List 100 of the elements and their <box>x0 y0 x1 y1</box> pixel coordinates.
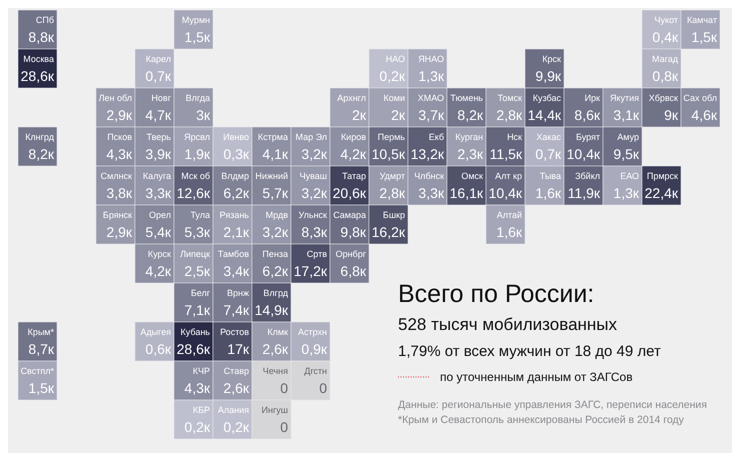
text: 1,79% от всех мужчин от 18 до 49 лет <box>398 343 662 360</box>
category-label: КБР <box>192 405 210 415</box>
data-label: 3,3к <box>145 185 172 201</box>
data-label: 0,4к <box>652 29 679 45</box>
data-label: 0,6к <box>145 341 172 357</box>
data-label: 4,3к <box>184 380 211 396</box>
data-label: 28,6к <box>176 341 211 357</box>
data-label: 5,7к <box>262 185 289 201</box>
category-label: Пермь <box>378 132 406 142</box>
data-label: 0,7к <box>535 146 562 162</box>
category-label: Самара <box>333 210 366 220</box>
category-label: Псков <box>107 132 132 142</box>
data-label: 7,4к <box>223 302 250 318</box>
data-label: 2к <box>352 107 367 123</box>
category-label: Влгда <box>186 93 210 103</box>
data-label: 3,2к <box>262 224 289 240</box>
category-label: ХМАО <box>418 93 444 103</box>
text: 528 тысяч мобилизованных <box>398 315 618 335</box>
data-label: 1,5к <box>28 380 55 396</box>
category-label: Члбнск <box>414 171 444 181</box>
data-label: 0,2к <box>379 68 406 84</box>
data-label: 8,7к <box>28 341 55 357</box>
data-label: 0 <box>319 380 328 396</box>
category-label: Ингуш <box>262 405 288 415</box>
data-label: 4,7к <box>145 107 172 123</box>
data-label: 9,8к <box>340 224 367 240</box>
data-label: 12,6к <box>176 185 211 201</box>
data-label: 4,6к <box>691 107 718 123</box>
category-label: Мурмн <box>182 15 210 25</box>
category-label: Удмрт <box>380 171 405 181</box>
category-label: Орнбрг <box>336 249 367 259</box>
text: Всего по России: <box>398 280 596 309</box>
data-label: 28,6к <box>20 68 55 84</box>
data-label: 10,4к <box>488 185 523 201</box>
data-label: 9,9к <box>535 68 562 84</box>
data-label: 7,1к <box>184 302 211 318</box>
data-label: 3,3к <box>418 185 445 201</box>
data-label: 14,9к <box>254 302 289 318</box>
category-label: Кстрма <box>258 132 288 142</box>
data-label: 1,5к <box>691 29 718 45</box>
category-label: Мск об <box>181 171 210 181</box>
data-label: 4,3к <box>106 146 133 162</box>
category-label: Крск <box>542 54 562 64</box>
data-label: 9к <box>664 107 679 123</box>
data-label: 2,9к <box>106 224 133 240</box>
category-label: Хбрвск <box>648 93 678 103</box>
data-label: 3,2к <box>301 185 328 201</box>
category-label: Нск <box>507 132 522 142</box>
data-label: 3,8к <box>106 185 133 201</box>
category-label: Ирк <box>584 93 600 103</box>
data-label: 1,3к <box>418 68 445 84</box>
data-label: 1,9к <box>184 146 211 162</box>
data-label: 10,5к <box>372 146 406 162</box>
category-label: Дгстн <box>304 366 328 376</box>
data-label: 4,2к <box>340 146 367 162</box>
category-label: Рязань <box>220 210 250 220</box>
data-label: 2,5к <box>184 263 211 279</box>
category-label: Тыва <box>540 171 561 181</box>
data-label: 2,1к <box>223 224 250 240</box>
data-label: 4,2к <box>145 263 172 279</box>
category-label: Татар <box>342 171 366 181</box>
data-label: 3к <box>196 107 211 123</box>
text: по уточненным данным от ЗАГСов <box>439 370 634 384</box>
data-label: 2,6к <box>223 380 250 396</box>
category-label: Ульнск <box>298 210 328 220</box>
category-label: Курск <box>148 249 172 259</box>
data-label: 5,4к <box>145 224 172 240</box>
category-label: Адыгея <box>140 327 172 337</box>
category-label: Ярсвл <box>184 132 210 142</box>
category-label: Пенза <box>262 249 288 259</box>
category-label: Ростов <box>220 327 250 337</box>
data-label: 0 <box>280 419 288 435</box>
category-label: Лен обл <box>98 93 132 103</box>
category-label: Мар Эл <box>295 132 327 142</box>
category-label: Чукот <box>654 15 678 25</box>
category-label: Екб <box>428 132 444 142</box>
data-label: 0,3к <box>223 146 250 162</box>
category-label: ЕАО <box>620 171 639 181</box>
category-label: НАО <box>386 54 405 64</box>
category-label: Прмрск <box>646 171 678 181</box>
category-label: Бшкр <box>382 210 405 220</box>
category-label: Липецк <box>180 249 210 259</box>
category-label: Тверь <box>146 132 172 142</box>
data-label: 4,1к <box>262 146 289 162</box>
data-label: 10,4к <box>566 146 601 162</box>
data-label: 0,7к <box>145 68 172 84</box>
data-label: 2,6к <box>262 341 289 357</box>
category-label: Архнгл <box>337 93 366 103</box>
data-label: 2,3к <box>457 146 484 162</box>
category-label: Омск <box>461 171 484 181</box>
category-label: Сртв <box>306 249 328 259</box>
category-label: Киров <box>340 132 366 142</box>
category-label: Ивнво <box>223 132 249 142</box>
category-label: Сах обл <box>683 93 717 103</box>
data-label: 13,2к <box>410 146 445 162</box>
category-label: Якутия <box>610 93 640 103</box>
category-label: Амур <box>617 132 639 142</box>
data-label: 11,9к <box>568 185 601 201</box>
data-label: 17к <box>227 341 250 357</box>
data-label: 0 <box>280 380 288 396</box>
